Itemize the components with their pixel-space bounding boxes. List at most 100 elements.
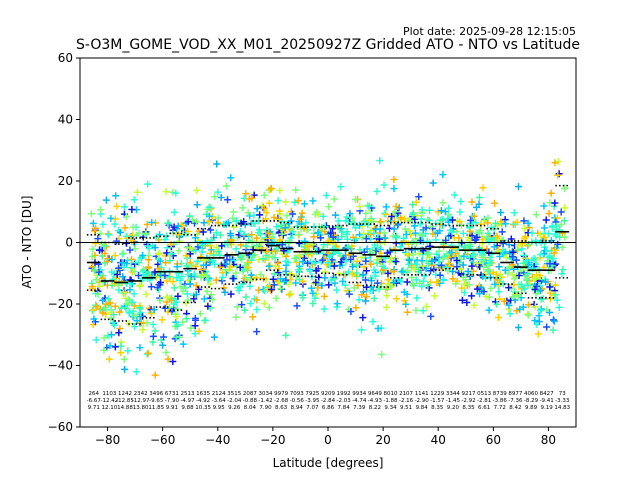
- scatter-point: [325, 237, 333, 245]
- scatter-point: [220, 220, 228, 228]
- scatter-point: [214, 188, 222, 196]
- scatter-point: [380, 181, 388, 189]
- stat-count: 8739: [493, 391, 507, 397]
- scatter-point: [266, 235, 274, 243]
- scatter-point: [279, 250, 287, 258]
- scatter-point: [537, 287, 545, 295]
- scatter-point: [237, 253, 245, 261]
- stat-std: 9.88: [181, 405, 194, 411]
- scatter-point: [545, 210, 553, 218]
- scatter-point: [554, 158, 562, 166]
- scatter-point: [162, 348, 170, 356]
- scatter-point: [142, 229, 150, 237]
- scatter-point: [531, 317, 539, 325]
- stat-count: 9649: [368, 391, 382, 397]
- scatter-point: [348, 214, 356, 222]
- scatter-point: [136, 305, 144, 313]
- scatter-point: [439, 216, 447, 224]
- scatter-point: [176, 276, 184, 284]
- stat-std: 9.84: [416, 405, 429, 411]
- scatter-point: [477, 227, 485, 235]
- scatter-point: [419, 262, 427, 270]
- scatter-point: [546, 308, 554, 316]
- scatter-point: [107, 214, 115, 222]
- scatter-point: [219, 273, 227, 281]
- scatter-point: [108, 256, 116, 264]
- stat-mean: -4.74: [352, 398, 367, 404]
- scatter-point: [187, 244, 195, 252]
- scatter-point: [183, 290, 191, 298]
- scatter-point: [119, 249, 127, 257]
- scatter-point: [187, 272, 195, 280]
- y-tick-label: 60: [58, 51, 73, 65]
- scatter-point: [171, 335, 179, 343]
- scatter-point: [482, 293, 490, 301]
- y-tick-label: 20: [58, 174, 73, 188]
- scatter-point: [216, 263, 224, 271]
- scatter-point: [312, 278, 320, 286]
- scatter-point: [92, 336, 100, 344]
- scatter-point: [514, 242, 522, 250]
- scatter-point: [245, 258, 253, 266]
- x-tick-label: −20: [260, 433, 285, 447]
- stat-std: 9.71: [88, 405, 100, 411]
- scatter-point: [374, 279, 382, 287]
- y-axis-label: ATO - NTO [DU]: [20, 196, 34, 289]
- scatter-point: [295, 239, 303, 247]
- scatter-point: [239, 280, 247, 288]
- stat-mean: -12.85: [116, 398, 134, 404]
- scatter-point: [190, 295, 198, 303]
- scatter-point: [199, 228, 207, 236]
- scatter-point: [129, 223, 137, 231]
- scatter-point: [510, 275, 518, 283]
- stat-count: 1242: [118, 391, 132, 397]
- scatter-point: [116, 228, 124, 236]
- scatter-point: [246, 282, 254, 290]
- scatter-point: [360, 263, 368, 271]
- scatter-point: [106, 342, 114, 350]
- stat-mean: -2.68: [274, 398, 289, 404]
- scatter-point: [409, 209, 417, 217]
- scatter-point: [227, 290, 235, 298]
- scatter-point: [126, 246, 134, 254]
- scatter-point: [401, 215, 409, 223]
- scatter-point: [162, 188, 170, 196]
- scatter-point: [94, 290, 102, 298]
- stat-std: 8.94: [291, 405, 304, 411]
- scatter-point: [422, 303, 430, 311]
- scatter-point: [420, 272, 428, 280]
- scatter-point: [127, 264, 135, 272]
- scatter-point: [229, 275, 237, 283]
- scatter-point: [388, 213, 396, 221]
- scatter-point: [281, 224, 289, 232]
- scatter-point: [162, 259, 170, 267]
- scatter-point: [470, 301, 478, 309]
- scatter-point: [357, 253, 365, 261]
- scatter-point: [501, 266, 509, 274]
- scatter-point: [197, 273, 205, 281]
- scatter-point: [179, 318, 187, 326]
- scatter-point: [386, 258, 394, 266]
- scatter-point: [402, 230, 410, 238]
- scatter-point: [514, 183, 522, 191]
- scatter-point: [398, 268, 406, 276]
- scatter-point: [145, 256, 153, 264]
- scatter-point: [390, 175, 398, 183]
- scatter-point: [227, 232, 235, 240]
- stat-count: 3515: [227, 391, 241, 397]
- stat-std: 13.80: [133, 405, 149, 411]
- scatter-point: [535, 318, 543, 326]
- stat-std: 6.61: [478, 405, 490, 411]
- scatter-point: [475, 245, 483, 253]
- scatter-point: [356, 221, 364, 229]
- scatter-point: [144, 349, 152, 357]
- scatter-point: [485, 306, 493, 314]
- scatter-point: [491, 280, 499, 288]
- scatter-point: [510, 281, 518, 289]
- scatter-point: [161, 304, 169, 312]
- scatter-point: [561, 233, 569, 241]
- scatter-point: [390, 218, 398, 226]
- scatter-point: [230, 223, 238, 231]
- stat-std: 7.72: [494, 405, 506, 411]
- scatter-point: [334, 235, 342, 243]
